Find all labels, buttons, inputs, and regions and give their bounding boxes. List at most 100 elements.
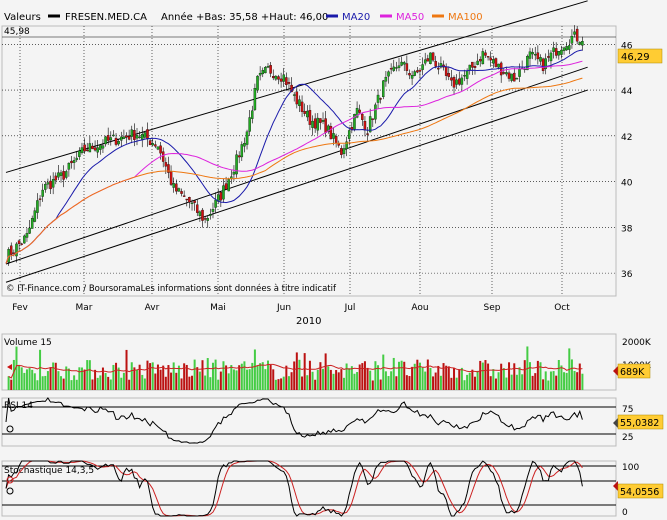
volume-bar (555, 375, 558, 390)
volume-bar (484, 360, 487, 390)
volume-bar (481, 362, 484, 390)
volume-bar (188, 376, 191, 390)
volume-bar (479, 360, 482, 390)
volume-bar (28, 367, 31, 390)
volume-bar (413, 363, 416, 390)
price-y-tick-label: 44 (621, 87, 633, 97)
candle-body (248, 117, 251, 132)
volume-bar (335, 370, 338, 390)
candle-body (25, 233, 29, 238)
candle-body (327, 125, 330, 133)
volume-bar (167, 365, 170, 390)
volume-bar (358, 364, 361, 390)
candle-body (510, 73, 513, 81)
candle-body (172, 183, 175, 188)
volume-bar (25, 369, 28, 390)
price-y-tick-label: 38 (621, 224, 633, 234)
volume-bar (447, 366, 450, 390)
candle-body (413, 71, 416, 76)
volume-bar (122, 372, 125, 390)
candle-body (198, 211, 202, 216)
volume-bar (96, 377, 99, 390)
volume-bar (529, 362, 531, 390)
volume-bar (356, 372, 359, 390)
candle-body (277, 76, 280, 80)
candle-body (463, 75, 466, 77)
volume-bar (211, 362, 214, 390)
candle-body (366, 133, 369, 135)
volume-bar (269, 364, 272, 390)
candle-body (148, 140, 152, 146)
volume-bar (272, 369, 275, 390)
rsi-flag: 55,0382 (613, 414, 664, 430)
volume-bar (146, 360, 149, 390)
volume-bar (560, 365, 563, 390)
volume-bar (466, 374, 469, 390)
candle-body (206, 218, 209, 221)
candle-body (143, 132, 147, 138)
candle-body (502, 72, 506, 74)
candle-body (182, 195, 186, 197)
candle-body (468, 64, 471, 71)
volume-bar (94, 369, 97, 390)
volume-bar (405, 375, 408, 390)
candle-body (271, 76, 275, 79)
volume-bar (531, 375, 534, 390)
candle-body (353, 113, 356, 130)
volume-bar (183, 363, 186, 390)
stochastic-flag: 54,0556 (613, 481, 664, 499)
price-y-tick-label: 46 (621, 41, 633, 51)
candle-body (421, 64, 424, 70)
volume-bar (133, 367, 136, 390)
candle-body (245, 131, 249, 145)
candle-body (185, 198, 189, 201)
candle-body (93, 147, 97, 151)
stochastic-flag-value: 54,0556 (620, 487, 659, 498)
volume-flag-value: 689K (620, 367, 645, 378)
candle-body (379, 98, 382, 100)
candle-body (253, 88, 257, 110)
candle-body (164, 162, 168, 167)
candle-body (439, 63, 443, 68)
volume-bar (342, 377, 345, 390)
volume-marker-icon (7, 364, 12, 370)
rsi-line (5, 397, 583, 444)
volume-bar (295, 352, 298, 390)
ma100-legend: MA100 (448, 12, 483, 23)
candle-body (138, 136, 141, 139)
candle-body (533, 54, 537, 56)
volume-bar (471, 369, 474, 390)
candle-body (526, 55, 529, 71)
volume-bar (41, 376, 44, 390)
volume-bar (219, 371, 222, 390)
volume-bar (162, 365, 165, 390)
volume-bar (246, 369, 249, 390)
candle-body (154, 144, 157, 147)
volume-bar (570, 359, 573, 390)
volume-bar (557, 359, 560, 390)
candle-body (287, 82, 291, 84)
candle-body (67, 162, 71, 170)
volume-bar (303, 353, 306, 390)
candle-body (133, 130, 136, 140)
price-y-ticks: 36 38 40 42 44 46 (621, 41, 633, 280)
volume-bar (109, 379, 112, 390)
candle-body (492, 59, 495, 64)
volume-bar (10, 379, 13, 390)
candle-body (513, 72, 516, 82)
volume-bar (565, 372, 568, 390)
volume-bar (73, 375, 76, 390)
candle-body (465, 70, 469, 79)
volume-bar (101, 367, 104, 390)
candle-body (214, 199, 217, 208)
volume-bar (374, 361, 377, 390)
volume-bar (15, 346, 18, 390)
volume-bar (138, 364, 141, 390)
candle-body (361, 113, 364, 120)
volume-bar (65, 366, 68, 390)
candle-body (311, 120, 314, 128)
rsi-panel-frame (1, 397, 617, 447)
volume-bar (429, 367, 432, 390)
volume-bar (515, 374, 518, 390)
first-value-label: 45,98 (4, 27, 30, 37)
